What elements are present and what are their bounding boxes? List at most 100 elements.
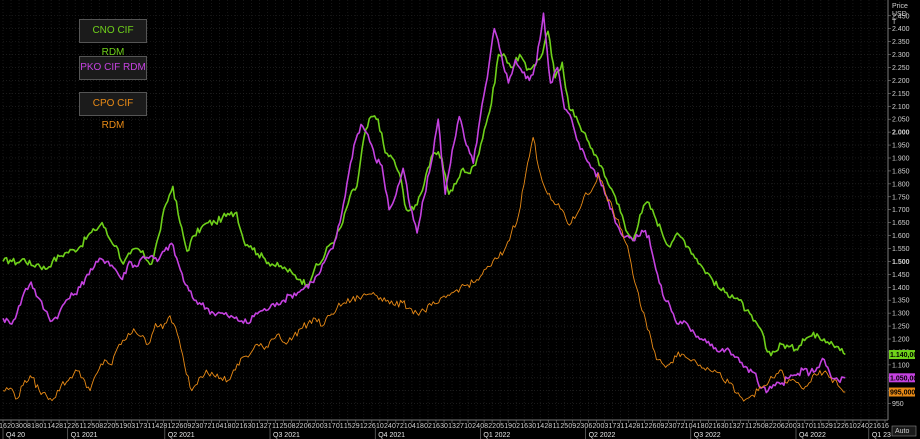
x-day-tick-label: 16 <box>432 423 440 430</box>
x-day-tick-label: 10 <box>376 423 384 430</box>
y-tick-label: 1.550 <box>892 246 910 253</box>
x-day-tick-label: 08 <box>23 423 31 430</box>
y-tick-label: 2.300 <box>892 52 910 59</box>
y-tick-label: 1.850 <box>892 168 910 175</box>
x-day-tick-label: 26 <box>71 423 79 430</box>
legend-label-cpo: CPO CIF RDM <box>92 98 134 131</box>
x-day-tick-label: 13 <box>448 423 456 430</box>
x-day-tick-label: 21 <box>400 423 408 430</box>
x-day-tick-label: 03 <box>793 423 801 430</box>
x-day-tick-label: 08 <box>761 423 769 430</box>
x-day-tick-label: 17 <box>135 423 143 430</box>
series-line <box>2 136 846 402</box>
last-value-tag-bg <box>889 373 915 383</box>
last-value-tag-bg <box>889 387 915 397</box>
x-day-tick-label: 11 <box>745 423 752 430</box>
x-day-tick-label: 19 <box>504 423 512 430</box>
x-day-tick-label: 30 <box>15 423 23 430</box>
x-day-tick-label: 24 <box>384 423 392 430</box>
x-day-tick-label: 28 <box>55 423 63 430</box>
x-day-tick-label: 16 <box>520 423 528 430</box>
x-day-tick-label: 30 <box>248 423 256 430</box>
y-axis: Price USD T 2.450 2.400 2.350 2.300 2.250 2.2… <box>888 3 910 408</box>
x-day-tick-label: 14 <box>151 423 159 430</box>
y-tick-label: 1.800 <box>892 181 910 188</box>
x-day-tick-label: 26 <box>176 423 184 430</box>
x-day-tick-label: 20 <box>592 423 600 430</box>
last-value-tag: 1.050,00 <box>890 375 917 382</box>
x-day-tick-label: 29 <box>825 423 833 430</box>
x-day-tick-label: 01 <box>39 423 47 430</box>
x-day-tick-label: 22 <box>103 423 111 430</box>
x-day-tick-label: 09 <box>657 423 665 430</box>
x-day-tick-label: 16 <box>0 423 7 430</box>
x-day-tick-label: 03 <box>127 423 135 430</box>
last-value-tag-bg <box>889 350 915 360</box>
x-day-tick-label: 03 <box>320 423 328 430</box>
x-day-tick-label: 12 <box>833 423 841 430</box>
x-day-tick-label: 16 <box>873 423 881 430</box>
x-day-tick-label: 06 <box>777 423 785 430</box>
x-day-tick-label: 02 <box>232 423 240 430</box>
y-tick-label: 2.200 <box>892 78 910 85</box>
x-day-tick-label: 16 <box>713 423 721 430</box>
x-day-tick-label: 12 <box>360 423 368 430</box>
auto-scale-button[interactable] <box>891 425 917 437</box>
x-day-tick-label: 04 <box>689 423 697 430</box>
x-day-tick-label: 26 <box>368 423 376 430</box>
quarter-label: Q3 2021 <box>273 432 300 439</box>
y-tick-label: 1.950 <box>892 143 910 150</box>
x-day-tick-label: 25 <box>280 423 288 430</box>
x-day-tick-label: 06 <box>304 423 312 430</box>
x-day-tick-label: 21 <box>681 423 689 430</box>
x-day-tick-label: 11 <box>553 423 560 430</box>
x-day-tick-label: 20 <box>785 423 793 430</box>
x-day-tick-label: 08 <box>288 423 296 430</box>
x-day-tick-label: 04 <box>408 423 416 430</box>
x-day-tick-label: 14 <box>536 423 544 430</box>
x-day-tick-label: 12 <box>167 423 175 430</box>
x-day-tick-label: 10 <box>464 423 472 430</box>
y-tick-label: 1.700 <box>892 207 910 214</box>
x-day-tick-label: 13 <box>256 423 264 430</box>
last-value-tag: 1.140,00 <box>890 352 917 359</box>
x-day-tick-label: 26 <box>841 423 849 430</box>
x-day-tick-label: 16 <box>240 423 248 430</box>
y-tick-label: 2.450 <box>892 13 910 20</box>
x-day-tick-label: 24 <box>857 423 865 430</box>
series-layer <box>2 12 846 402</box>
x-day-tick-label: 22 <box>296 423 304 430</box>
x-day-tick-label: 22 <box>769 423 777 430</box>
x-day-tick-label: 05 <box>496 423 504 430</box>
x-day-tick-label: 30 <box>528 423 536 430</box>
quarter-label: Q2 2021 <box>168 432 195 439</box>
x-day-tick-label: 30 <box>721 423 729 430</box>
x-day-tick-label: 18 <box>224 423 232 430</box>
x-day-tick-label: 10 <box>849 423 857 430</box>
x-day-tick-label: 25 <box>753 423 761 430</box>
quarter-label: Q1 2021 <box>71 432 98 439</box>
x-day-tick-label: 22 <box>488 423 496 430</box>
x-day-tick-label: 17 <box>328 423 336 430</box>
x-day-tick-label: 29 <box>352 423 360 430</box>
quarter-label: Q1 2022 <box>483 432 510 439</box>
legend-item-pko: PKO CIF RDM <box>79 56 147 80</box>
x-day-tick-label: 02 <box>865 423 873 430</box>
x-day-tick-label: 14 <box>625 423 633 430</box>
y-tick-label: 2.050 <box>892 117 910 124</box>
x-day-tick-label: 08 <box>95 423 103 430</box>
y-tick-label: 1.600 <box>892 233 910 240</box>
y-tick-label: 1.250 <box>892 324 910 331</box>
x-day-tick-label: 23 <box>192 423 200 430</box>
x-day-tick-label: 07 <box>200 423 208 430</box>
series-line <box>2 12 846 394</box>
y-tick-label: 1.350 <box>892 298 910 305</box>
x-day-tick-label: 21 <box>208 423 216 430</box>
x-day-tick-label: 25 <box>87 423 95 430</box>
y-tick-label: 1.450 <box>892 272 910 279</box>
y-tick-label: 1.650 <box>892 220 910 227</box>
x-day-tick-label: 17 <box>608 423 616 430</box>
x-day-tick-label: 06 <box>584 423 592 430</box>
x-day-tick-label: 18 <box>416 423 424 430</box>
x-day-tick-label: 23 <box>665 423 673 430</box>
